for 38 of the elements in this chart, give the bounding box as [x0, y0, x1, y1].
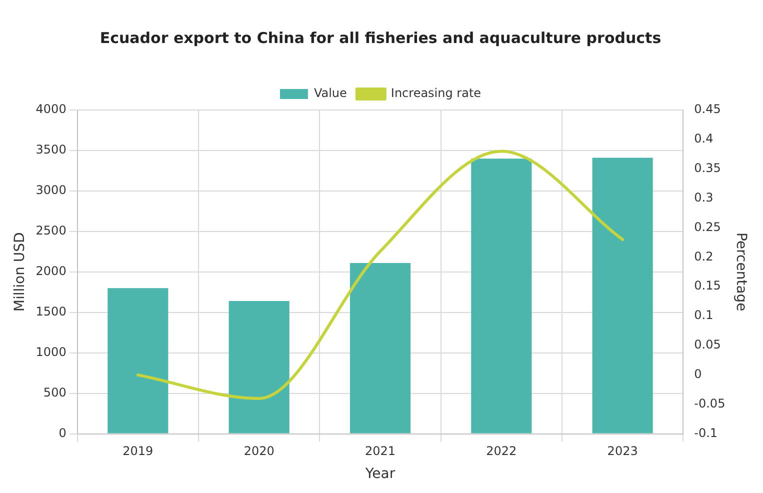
y2-tick-label: 0.35	[694, 161, 721, 175]
y2-tick-label: 0.3	[694, 190, 714, 204]
y-tick-label: 3500	[36, 142, 66, 157]
y2-tick-label: 0.45	[694, 102, 721, 116]
y2-axis-title: Percentage	[732, 232, 749, 312]
y2-tick-label: 0.1	[694, 308, 714, 322]
y-tick-label: 2500	[36, 224, 66, 238]
y2-tick-label: 0.15	[694, 278, 721, 293]
y2-tick-label: -0.05	[694, 396, 726, 410]
bar	[108, 288, 168, 434]
x-tick-label: 2019	[122, 444, 154, 458]
x-axis-title: Year	[364, 466, 396, 482]
bar	[228, 301, 290, 434]
y-tick-label: 2000	[36, 264, 66, 278]
y-axis-title: Million USD	[12, 232, 28, 312]
legend-label: Increasing rate	[390, 86, 482, 100]
line-series	[136, 150, 624, 400]
y2-tick-label: 0	[694, 367, 702, 382]
y-tick-label: 1500	[36, 304, 66, 318]
bar	[592, 158, 653, 434]
y2-tick-label: 0.05	[694, 338, 721, 352]
y-tick-label: 500	[43, 385, 66, 400]
y2-tick-label: 0.25	[694, 220, 721, 234]
y-tick-label: 0	[58, 426, 66, 440]
y2-tick-label: -0.1	[694, 426, 718, 440]
x-tick-label: 2022	[486, 444, 517, 458]
legend-label: Value	[314, 86, 347, 100]
y-tick-label: 3000	[36, 183, 66, 198]
y2-tick-label: 0.2	[694, 249, 714, 264]
chart-title: Ecuador export to China for all fisheries and aquaculture products	[100, 28, 662, 47]
x-tick-label: 2021	[364, 444, 396, 458]
y-tick-label: 1000	[36, 344, 66, 359]
bar	[471, 158, 532, 434]
y2-tick-label: 0.4	[694, 132, 714, 146]
x-tick-label: 2023	[607, 444, 638, 458]
x-tick-label: 2020	[244, 444, 274, 458]
y-tick-label: 4000	[36, 102, 66, 116]
bar	[350, 262, 411, 434]
